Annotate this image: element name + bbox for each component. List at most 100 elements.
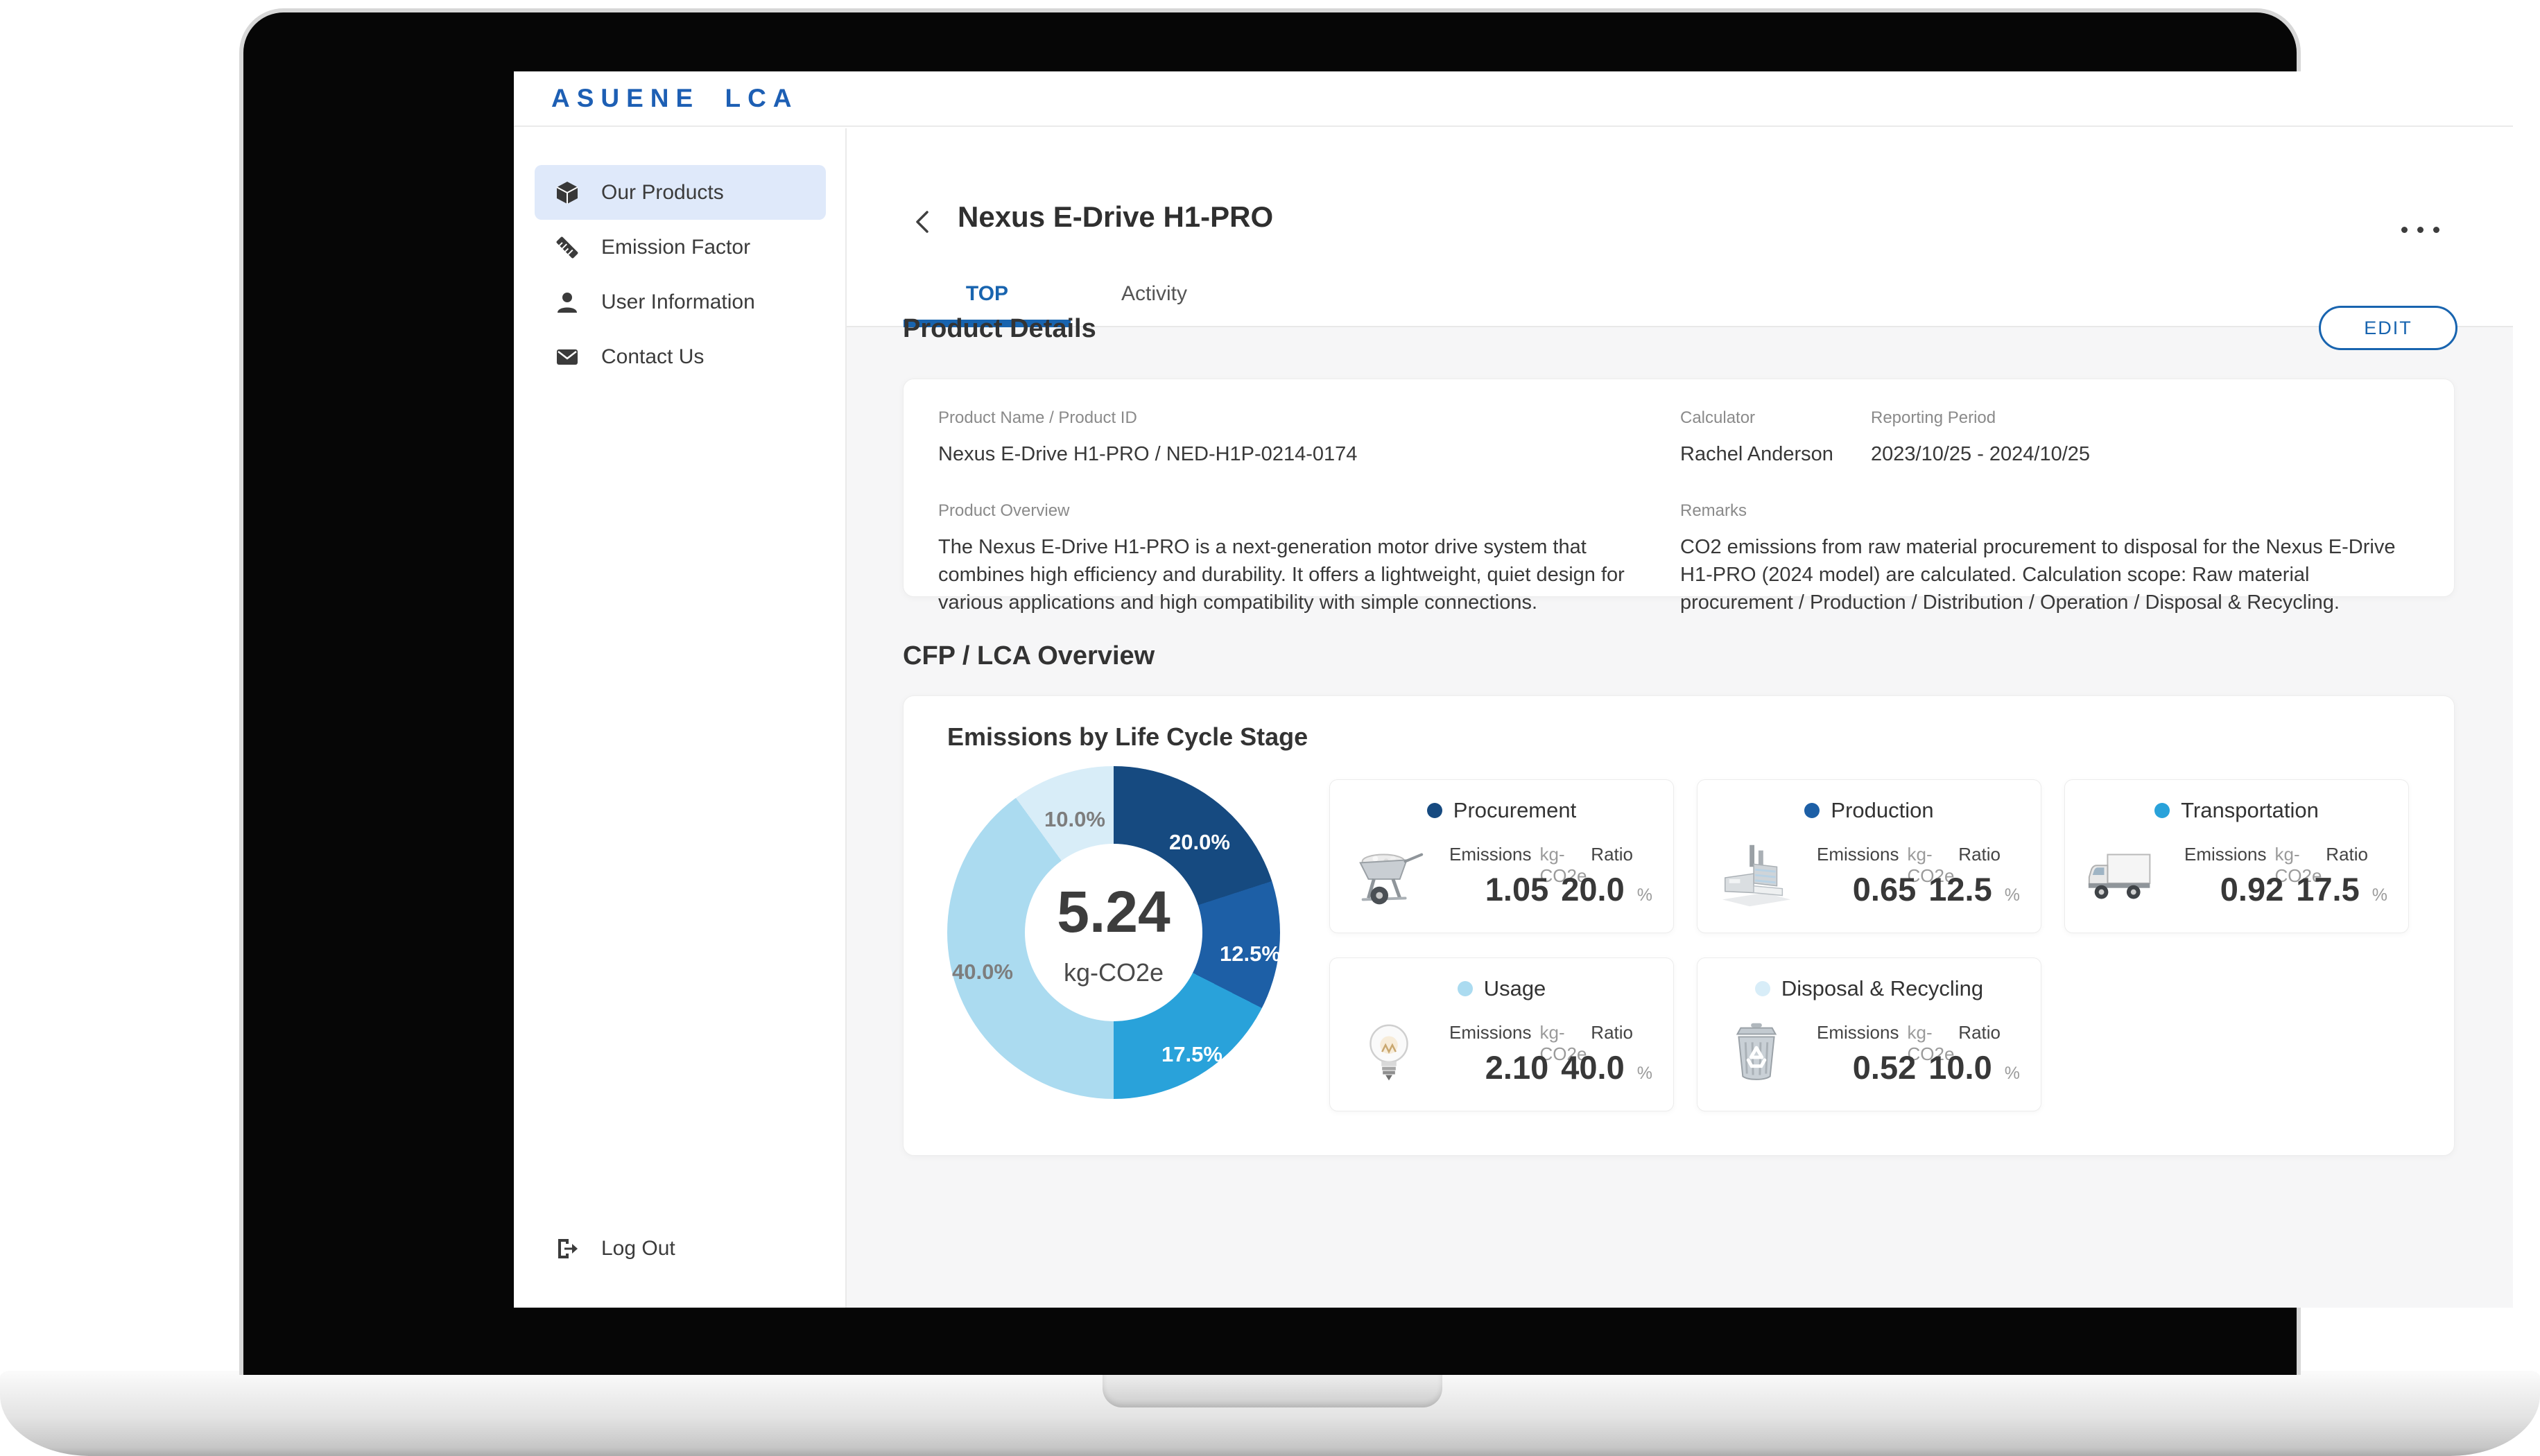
product-name-field: Product Name / Product ID Nexus E-Drive … xyxy=(938,408,1645,468)
bulb-icon xyxy=(1370,1024,1408,1081)
field-value: CO2 emissions from raw material procurem… xyxy=(1680,536,2396,614)
trash-recycle-icon xyxy=(1736,1023,1777,1080)
ratio-value: 40.0 xyxy=(1561,1049,1625,1086)
donut-chart-area: 20.0% 12.5% 17.5% 40.0% 10.0% 5.24 kg-CO… xyxy=(940,759,1287,1106)
logout-label: Log Out xyxy=(601,1236,675,1260)
field-label: Remarks xyxy=(1680,501,1747,520)
sidebar-item-emission-factor[interactable]: Emission Factor xyxy=(535,220,826,275)
chart-title: Emissions by Life Cycle Stage xyxy=(947,722,1308,751)
stage-card-transportation: Transportation Emissions xyxy=(2064,779,2409,933)
field-value: 2023/10/25 - 2024/10/25 xyxy=(1871,443,2091,465)
emissions-unit-label: kg-CO2e xyxy=(1907,844,1955,886)
percent-sign: % xyxy=(1636,1064,1652,1083)
product-overview-field: Product Overview The Nexus E-Drive H1-PR… xyxy=(938,501,1645,616)
sidebar-item-user-information[interactable]: User Information xyxy=(535,275,826,329)
ratio-value: 17.5 xyxy=(2296,871,2360,908)
stage-name: Usage xyxy=(1483,976,1546,1000)
app-logo: ASUENE LCA xyxy=(551,84,799,112)
calculator-field: Calculator Rachel Anderson xyxy=(1680,408,1871,468)
emissions-value: 0.92 xyxy=(2220,871,2284,908)
person-icon xyxy=(558,292,577,313)
product-details-heading: Product Details xyxy=(903,314,1096,343)
field-value: Rachel Anderson xyxy=(1680,443,1833,465)
field-label: Calculator xyxy=(1680,408,1756,427)
stage-name: Production xyxy=(1831,798,1934,822)
emissions-label: Emissions xyxy=(2184,844,2267,865)
transportation-dot xyxy=(2154,803,2170,818)
percent-sign: % xyxy=(2004,1064,2020,1083)
back-button[interactable] xyxy=(908,206,940,238)
remarks-field: Remarks CO2 emissions from raw material … xyxy=(1680,501,2419,616)
emissions-label: Emissions xyxy=(1817,844,1899,865)
stage-card-disposal-recycling: Disposal & Recycling xyxy=(1697,957,2041,1111)
ratio-label: Ratio xyxy=(1591,1022,1633,1043)
percent-sign: % xyxy=(1636,885,1652,905)
emissions-value: 2.10 xyxy=(1485,1049,1549,1086)
laptop-base-notch xyxy=(1103,1371,1442,1407)
top-bar: ASUENE LCA xyxy=(514,71,2513,127)
mail-icon xyxy=(557,349,578,365)
sidebar-item-contact-us[interactable]: Contact Us xyxy=(535,329,826,384)
ratio-label: Ratio xyxy=(2326,844,2368,865)
logout-button[interactable]: Log Out xyxy=(535,1221,826,1276)
cfp-lca-heading: CFP / LCA Overview xyxy=(903,641,1155,670)
emissions-value: 1.05 xyxy=(1485,871,1549,908)
ratio-value: 10.0 xyxy=(1928,1049,1992,1086)
tab-activity[interactable]: Activity xyxy=(1121,282,1187,305)
page-header: Nexus E-Drive H1-PRO TOP Activity xyxy=(847,128,2513,327)
stage-card-production: Production xyxy=(1697,779,2041,933)
sidebar-item-label: Contact Us xyxy=(601,345,705,368)
tab-top[interactable]: TOP xyxy=(904,262,1071,327)
percent-sign: % xyxy=(2004,885,2020,905)
emissions-label: Emissions xyxy=(1449,844,1532,865)
package-icon xyxy=(556,181,578,204)
emissions-label: Emissions xyxy=(1449,1022,1532,1043)
main-content: Nexus E-Drive H1-PRO TOP Activity Produc… xyxy=(847,128,2513,1308)
production-dot xyxy=(1804,803,1820,818)
reporting-period-field: Reporting Period 2023/10/25 - 2024/10/25 xyxy=(1871,408,2090,468)
sidebar-item-label: Emission Factor xyxy=(601,235,751,259)
ratio-value: 12.5 xyxy=(1928,871,1992,908)
sidebar-item-label: User Information xyxy=(601,290,755,313)
logout-icon xyxy=(558,1238,578,1258)
sidebar-nav: Our Products Emission Fac xyxy=(514,165,847,384)
ratio-label: Ratio xyxy=(1958,844,2001,865)
total-emissions-value: 5.24 xyxy=(1057,878,1170,944)
sidebar-item-our-products[interactable]: Our Products xyxy=(535,165,826,220)
edit-button[interactable]: EDIT xyxy=(2319,306,2457,350)
donut-center: 5.24 kg-CO2e xyxy=(1025,844,1202,1021)
laptop-screen: ASUENE LCA Our Products xyxy=(239,8,2513,1375)
segment-label-production: 12.5% xyxy=(1220,942,1281,966)
app-window: ASUENE LCA Our Products xyxy=(514,71,2513,1308)
stage-card-procurement: Procurement xyxy=(1329,779,1674,933)
emissions-unit-label: kg-CO2e xyxy=(2274,844,2322,886)
segment-label-usage: 40.0% xyxy=(952,960,1013,984)
procurement-dot xyxy=(1426,803,1442,818)
truck-icon xyxy=(2088,853,2151,899)
page-title: Nexus E-Drive H1-PRO xyxy=(958,200,1274,233)
field-label: Product Name / Product ID xyxy=(938,408,1137,427)
ratio-label: Ratio xyxy=(1591,844,1633,865)
tab-bar: TOP Activity xyxy=(904,262,1238,327)
segment-label-transportation: 17.5% xyxy=(1161,1042,1223,1066)
segment-label-disposal: 10.0% xyxy=(1044,807,1105,831)
stage-name: Disposal & Recycling xyxy=(1781,976,1984,1000)
emissions-label: Emissions xyxy=(1817,1022,1899,1043)
emissions-unit-label: kg-CO2e xyxy=(1539,1022,1587,1064)
sidebar: Our Products Emission Fac xyxy=(514,128,847,1308)
factory-icon xyxy=(1722,844,1791,907)
field-label: Product Overview xyxy=(938,501,1070,520)
field-value: Nexus E-Drive H1-PRO / NED-H1P-0214-0174 xyxy=(938,443,1358,465)
stage-name: Procurement xyxy=(1453,798,1577,822)
ratio-label: Ratio xyxy=(1958,1022,2001,1043)
stage-name: Transportation xyxy=(2181,798,2319,822)
more-options-icon[interactable] xyxy=(2401,227,2439,233)
overview-card: Emissions by Life Cycle Stage 20.0% 12.5… xyxy=(903,695,2455,1156)
usage-dot xyxy=(1457,981,1473,996)
total-emissions-unit: kg-CO2e xyxy=(1063,957,1164,987)
field-label: Reporting Period xyxy=(1871,408,1996,427)
stage-cards-grid: Procurement xyxy=(1329,779,2409,1111)
percent-sign: % xyxy=(2371,885,2387,905)
emissions-value: 0.65 xyxy=(1852,871,1917,908)
